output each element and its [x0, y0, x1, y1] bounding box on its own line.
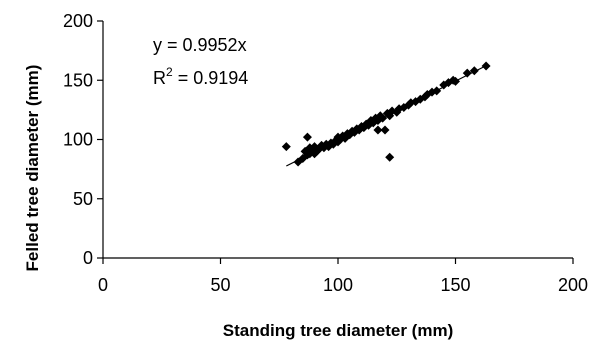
y-axis-title: Felled tree diameter (mm)	[23, 65, 42, 272]
x-tick-label: 50	[210, 275, 230, 295]
x-tick-label: 100	[323, 275, 353, 295]
data-point	[380, 125, 390, 135]
data-point	[385, 152, 395, 162]
y-tick-label: 100	[63, 130, 93, 150]
x-axis-title: Standing tree diameter (mm)	[223, 321, 454, 340]
plot-area	[281, 61, 491, 167]
axes: 0 50 100 150 200 0 50 100 150 200	[63, 11, 588, 295]
y-tick-label: 150	[63, 70, 93, 90]
y-tick-label: 0	[83, 248, 93, 268]
x-axis-ticks: 0 50 100 150 200	[98, 258, 588, 295]
data-point	[462, 68, 472, 78]
r-squared-exponent: 2	[166, 65, 173, 79]
y-tick-label: 50	[73, 189, 93, 209]
x-tick-label: 150	[440, 275, 470, 295]
r-squared-value: = 0.9194	[173, 68, 249, 88]
trendline	[286, 65, 487, 167]
data-point	[281, 142, 291, 152]
scatter-points	[281, 61, 491, 167]
y-axis-ticks: 0 50 100 150 200	[63, 11, 103, 268]
r-squared-label: R2 = 0.9194	[153, 65, 248, 88]
r-squared-prefix: R	[153, 68, 166, 88]
annotation: y = 0.9952x R2 = 0.9194	[153, 35, 248, 88]
equation-label: y = 0.9952x	[153, 35, 247, 55]
data-point	[302, 132, 312, 142]
x-tick-label: 200	[558, 275, 588, 295]
x-tick-label: 0	[98, 275, 108, 295]
data-point	[373, 125, 383, 135]
y-tick-label: 200	[63, 11, 93, 31]
